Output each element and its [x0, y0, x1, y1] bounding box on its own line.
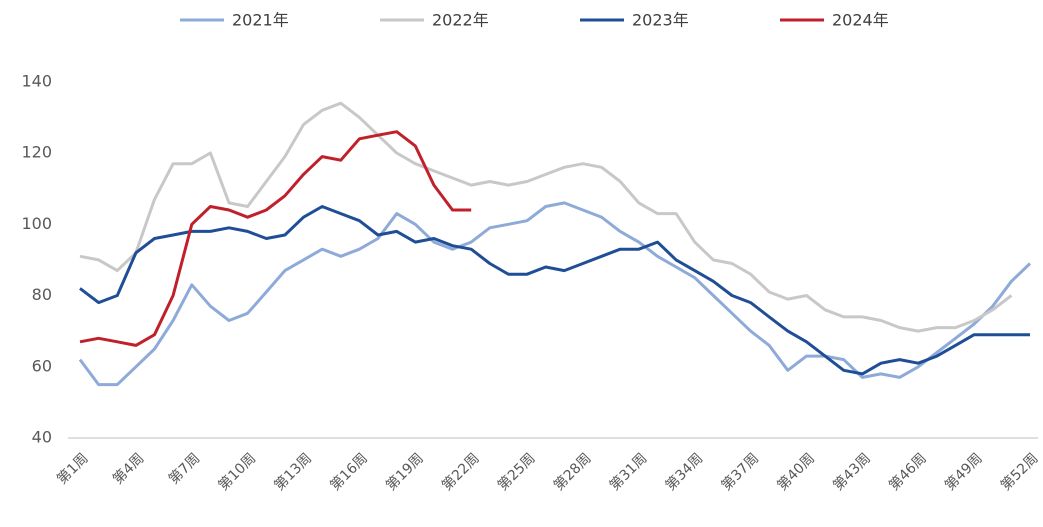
x-tick-label: 第22周: [438, 450, 482, 494]
line-series: [78, 201, 1032, 387]
line-series: [79, 130, 472, 347]
line-series: [79, 101, 1013, 333]
x-tick-label: 第52周: [997, 450, 1041, 494]
legend-label: 2021年: [232, 11, 289, 30]
x-tick-label: 第4周: [109, 450, 147, 488]
y-tick-label: 40: [32, 428, 52, 447]
x-tick-label: 第43周: [830, 450, 874, 494]
y-tick-label: 80: [32, 285, 52, 304]
x-tick-label: 第10周: [215, 450, 259, 494]
x-tick-label: 第7周: [165, 450, 203, 488]
y-tick-label: 100: [21, 214, 52, 233]
y-tick-label: 120: [21, 143, 52, 162]
x-tick-label: 第46周: [885, 450, 929, 494]
x-tick-label: 第16周: [327, 450, 371, 494]
legend-label: 2022年: [432, 11, 489, 30]
x-tick-label: 第13周: [271, 450, 315, 494]
x-tick-label: 第1周: [53, 450, 91, 488]
x-tick-label: 第25周: [494, 450, 538, 494]
x-tick-label: 第28周: [550, 450, 594, 494]
line-series: [79, 205, 1030, 376]
x-tick-label: 第49周: [941, 450, 985, 494]
x-tick-label: 第31周: [606, 450, 650, 494]
x-tick-label: 第34周: [662, 450, 706, 494]
legend-label: 2023年: [632, 11, 689, 30]
legend-label: 2024年: [832, 11, 889, 30]
y-tick-label: 60: [32, 356, 52, 375]
x-tick-label: 第40周: [774, 450, 818, 494]
x-tick-label: 第37周: [718, 450, 762, 494]
x-tick-label: 第19周: [382, 450, 426, 494]
y-tick-label: 140: [21, 71, 52, 90]
